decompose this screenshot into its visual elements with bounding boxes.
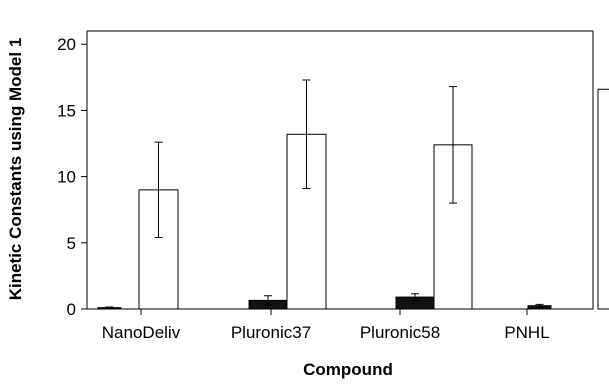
y-tick-label: 5 [67,234,76,253]
y-tick-label: 0 [67,300,76,319]
chart-marks [97,79,609,310]
y-tick-label: 15 [57,101,76,120]
x-axis-title: Compound [303,360,393,379]
plot-area [86,30,594,310]
bar-light [597,88,609,310]
y-axis-title: Kinetic Constants using Model 1 [6,38,25,301]
plot-frame [86,30,594,310]
x-tick-label: Pluronic58 [360,323,440,342]
x-tick-label: Pluronic37 [231,323,311,342]
y-tick-label: 20 [57,35,76,54]
x-tick-label: NanoDeliv [102,323,181,342]
y-axis-ticks: 0 5 10 15 20 [57,35,87,319]
y-tick-label: 10 [57,168,76,187]
x-axis-ticks: NanoDeliv Pluronic37 Pluronic58 PNHL [102,309,550,342]
x-tick-label: PNHL [504,323,549,342]
